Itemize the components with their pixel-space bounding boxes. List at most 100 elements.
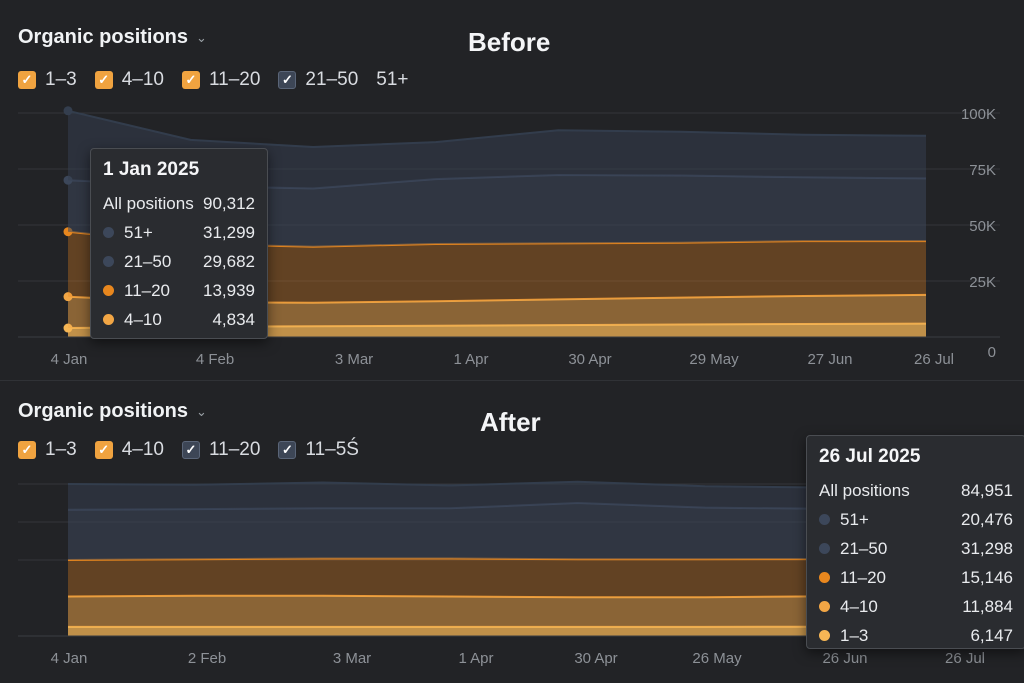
tooltip-row-value: 20,476 bbox=[961, 509, 1013, 529]
legend-label: 11–20 bbox=[208, 69, 261, 90]
x-tick-label: 26 Jun bbox=[822, 650, 867, 667]
legend: ✓ 1–3 ✓ 4–10 ✓ 11–20 ✓ 21–50 51+ bbox=[18, 69, 409, 91]
tooltip-total-row: All positions 90,312 bbox=[103, 189, 255, 218]
before-panel: Organic positions ⌄ Before ✓ 1–3 ✓ 4–10 ✓ 11–… bbox=[18, 26, 1000, 368]
series-marker-4 bbox=[63, 106, 73, 116]
tooltip-total-value: 84,951 bbox=[961, 480, 1013, 500]
tooltip-total-label: All positions bbox=[103, 193, 194, 213]
tooltip-row: 1–3 6,147 bbox=[819, 621, 1013, 650]
tooltip-rows: 51+ 20,476 21–50 31,298 11–20 15,146 4–10 11,88… bbox=[819, 505, 1013, 650]
tooltip-row-label: 21–50 bbox=[124, 251, 172, 271]
series-line-4 bbox=[67, 109, 927, 149]
x-tick-label: 1 Apr bbox=[453, 351, 488, 368]
series-area-4 bbox=[68, 110, 926, 189]
x-tick-label: 2 Feb bbox=[188, 650, 226, 667]
tooltip-row: 4–10 4,834 bbox=[103, 305, 255, 334]
chevron-down-icon: ⌄ bbox=[196, 403, 207, 419]
after-panel: Organic positions ⌄ After ✓ 1–3 ✓ 4–10 ✓ 11–2… bbox=[0, 381, 1024, 683]
series-dot-icon bbox=[103, 314, 114, 325]
series-dot-icon bbox=[819, 543, 830, 554]
chevron-down-icon: ⌄ bbox=[196, 29, 207, 45]
chart-title-dropdown[interactable]: Organic positions ⌄ bbox=[18, 400, 207, 423]
y-tick-label: 100K bbox=[961, 106, 996, 123]
x-tick-label: 4 Jan bbox=[51, 650, 88, 667]
legend-item[interactable]: ✓ 11–5Ś bbox=[278, 439, 359, 461]
checkbox-icon[interactable]: ✓ bbox=[278, 441, 297, 459]
legend-item[interactable]: ✓ 1–3 bbox=[18, 439, 77, 461]
legend-item[interactable]: ✓ 4–10 bbox=[94, 69, 164, 91]
tooltip-row-value: 6,147 bbox=[970, 625, 1013, 645]
legend-label: 11–20 bbox=[208, 439, 261, 460]
x-tick-label: 30 Apr bbox=[568, 351, 611, 368]
series-dot-icon bbox=[819, 514, 830, 525]
tooltip-total-row: All positions 84,951 bbox=[819, 476, 1013, 505]
x-tick-label: 1 Apr bbox=[458, 650, 493, 667]
series-dot-icon bbox=[819, 572, 830, 583]
legend-item[interactable]: ✓ 4–10 bbox=[94, 439, 164, 461]
series-dot-icon bbox=[103, 256, 114, 267]
tooltip-rows: 51+ 31,299 21–50 29,682 11–20 13,939 4–10 4,834 bbox=[103, 218, 255, 334]
legend-label: 1–3 bbox=[45, 69, 77, 90]
legend-label: 51+ bbox=[376, 69, 409, 90]
x-tick-label: 27 Jun bbox=[807, 351, 852, 368]
x-tick-label: 30 Apr bbox=[574, 650, 617, 667]
x-tick-label: 26 Jul bbox=[945, 650, 985, 667]
checkbox-icon[interactable]: ✓ bbox=[181, 441, 200, 459]
tooltip: 26 Jul 2025 All positions 84,951 51+ 20,4… bbox=[806, 435, 1024, 649]
tooltip-date: 1 Jan 2025 bbox=[103, 159, 200, 180]
tooltip-date: 26 Jul 2025 bbox=[819, 446, 921, 467]
after-heading: After bbox=[480, 407, 541, 437]
y-tick-label: 75K bbox=[969, 162, 996, 179]
tooltip-row: 11–20 13,939 bbox=[103, 276, 255, 305]
y-tick-label: 25K bbox=[969, 274, 996, 291]
tooltip-row-value: 31,298 bbox=[961, 538, 1013, 558]
tooltip-row-label: 51+ bbox=[840, 509, 869, 529]
checkbox-icon[interactable]: ✓ bbox=[94, 441, 113, 459]
tooltip-row-label: 11–20 bbox=[840, 567, 887, 587]
tooltip-row: 51+ 31,299 bbox=[103, 218, 255, 247]
tooltip-row-label: 4–10 bbox=[124, 309, 162, 329]
tooltip-row-value: 13,939 bbox=[203, 280, 255, 300]
checkbox-icon[interactable]: ✓ bbox=[18, 441, 36, 459]
tooltip-row-value: 29,682 bbox=[203, 251, 255, 271]
legend-item[interactable]: ✓ 21–50 bbox=[278, 69, 358, 91]
chart-before: 4 Jan 4 Feb 3 Mar 1 Apr 30 Apr 29 May 27 Jun 26… bbox=[18, 106, 1000, 368]
legend-label: 4–10 bbox=[121, 439, 164, 460]
checkbox-icon[interactable]: ✓ bbox=[181, 71, 200, 89]
x-tick-label: 26 May bbox=[692, 650, 742, 667]
before-heading: Before bbox=[468, 27, 551, 57]
tooltip-row: 21–50 31,298 bbox=[819, 534, 1013, 563]
legend-label: 11–5Ś bbox=[305, 439, 359, 460]
series-area-3 bbox=[68, 503, 960, 560]
legend-item[interactable]: ✓ 1–3 bbox=[18, 69, 77, 91]
series-dot-icon bbox=[819, 630, 830, 641]
chart-title-dropdown[interactable]: Organic positions ⌄ bbox=[18, 26, 207, 49]
series-area-2 bbox=[68, 558, 960, 598]
tooltip-total-label: All positions bbox=[819, 480, 910, 500]
x-tick-label: 3 Mar bbox=[335, 351, 373, 368]
checkbox-icon[interactable]: ✓ bbox=[94, 71, 113, 89]
series-area-4 bbox=[68, 481, 960, 510]
checkbox-icon[interactable]: ✓ bbox=[18, 71, 36, 89]
tooltip-row-value: 11,884 bbox=[962, 596, 1013, 616]
x-tick-label: 4 Feb bbox=[196, 351, 234, 368]
chart-title: Organic positions bbox=[18, 400, 189, 422]
legend-item[interactable]: 51+ bbox=[376, 69, 408, 91]
series-area-2 bbox=[68, 231, 926, 303]
legend-label: 1–3 bbox=[45, 439, 77, 460]
legend-item[interactable]: ✓ 11–20 bbox=[181, 69, 261, 91]
tooltip-row: 51+ 20,476 bbox=[819, 505, 1013, 534]
checkbox-icon[interactable]: ✓ bbox=[278, 71, 297, 89]
series-dot-icon bbox=[819, 601, 830, 612]
series-area-1 bbox=[68, 595, 960, 627]
chart-title: Organic positions bbox=[18, 26, 189, 48]
legend-item[interactable]: ✓ 11–20 bbox=[181, 439, 261, 461]
tooltip-row: 4–10 11,884 bbox=[819, 592, 1013, 621]
tooltip: 1 Jan 2025 All positions 90,312 51+ 31,29… bbox=[90, 148, 268, 339]
tooltip-row: 11–20 15,146 bbox=[819, 563, 1013, 592]
tooltip-row-label: 11–20 bbox=[124, 280, 171, 300]
tooltip-row-label: 51+ bbox=[124, 222, 153, 242]
x-tick-label: 4 Jan bbox=[51, 351, 88, 368]
series-marker-1 bbox=[63, 292, 73, 302]
tooltip-row-label: 4–10 bbox=[840, 596, 878, 616]
